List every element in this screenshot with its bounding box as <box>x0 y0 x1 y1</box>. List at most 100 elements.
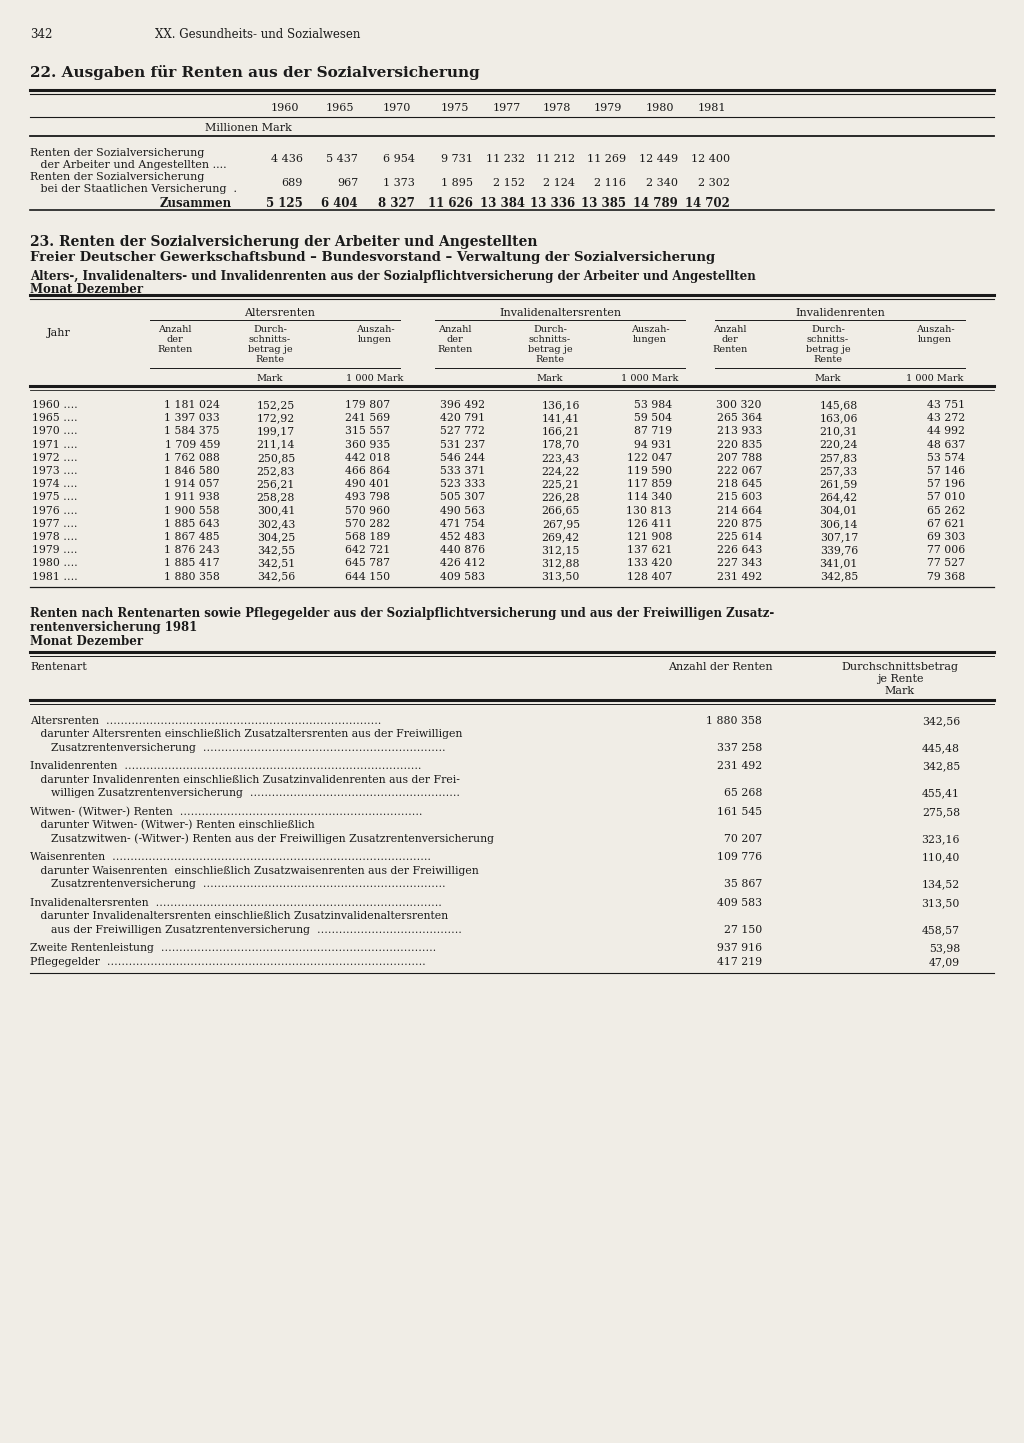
Text: 53,98: 53,98 <box>929 944 961 954</box>
Text: 302,43: 302,43 <box>257 519 295 528</box>
Text: Witwen- (Witwer-) Renten  ………………………………………………………….: Witwen- (Witwer-) Renten ………………………………………… <box>30 807 422 817</box>
Text: 152,25: 152,25 <box>257 400 295 410</box>
Text: 11 232: 11 232 <box>485 154 525 165</box>
Text: Altersrenten  ………………………………………………………………….: Altersrenten …………………………………………………………………. <box>30 716 381 726</box>
Text: Durch-: Durch- <box>534 325 567 333</box>
Text: 1 000 Mark: 1 000 Mark <box>906 374 964 382</box>
Text: 1978: 1978 <box>543 102 571 113</box>
Text: 5 437: 5 437 <box>326 154 358 165</box>
Text: Pflegegelder  …………………………………………………………………………….: Pflegegelder ………………………………………………………………………… <box>30 957 426 967</box>
Text: 1979: 1979 <box>594 102 623 113</box>
Text: 231 492: 231 492 <box>717 571 762 582</box>
Text: 307,17: 307,17 <box>820 532 858 543</box>
Text: 4 436: 4 436 <box>271 154 303 165</box>
Text: 109 776: 109 776 <box>717 853 762 863</box>
Text: 220 835: 220 835 <box>717 440 762 450</box>
Text: 546 244: 546 244 <box>440 453 485 463</box>
Text: 27 150: 27 150 <box>724 925 762 935</box>
Text: 264,42: 264,42 <box>820 492 858 502</box>
Text: 1 584 375: 1 584 375 <box>165 426 220 436</box>
Text: 199,17: 199,17 <box>257 426 295 436</box>
Text: 35 867: 35 867 <box>724 879 762 889</box>
Text: Anzahl: Anzahl <box>714 325 746 333</box>
Text: Mark: Mark <box>885 685 915 696</box>
Text: 9 731: 9 731 <box>441 154 473 165</box>
Text: 342,56: 342,56 <box>257 571 295 582</box>
Text: Rente: Rente <box>813 355 843 364</box>
Text: 214 664: 214 664 <box>717 505 762 515</box>
Text: 226 643: 226 643 <box>717 545 762 556</box>
Text: 57 010: 57 010 <box>927 492 965 502</box>
Text: 312,88: 312,88 <box>542 558 580 569</box>
Text: 1 885 417: 1 885 417 <box>165 558 220 569</box>
Text: je Rente: je Rente <box>877 674 924 684</box>
Text: Auszah-: Auszah- <box>915 325 954 333</box>
Text: 53 574: 53 574 <box>927 453 965 463</box>
Text: Renten der Sozialversicherung: Renten der Sozialversicherung <box>30 172 205 182</box>
Text: 339,76: 339,76 <box>820 545 858 556</box>
Text: 70 207: 70 207 <box>724 834 762 844</box>
Text: 134,52: 134,52 <box>922 879 961 889</box>
Text: 1 914 057: 1 914 057 <box>165 479 220 489</box>
Text: 117 859: 117 859 <box>627 479 672 489</box>
Text: 1970: 1970 <box>383 102 412 113</box>
Text: 1972 ….: 1972 …. <box>32 453 78 463</box>
Text: 300,41: 300,41 <box>257 505 295 515</box>
Text: 2 152: 2 152 <box>493 177 525 188</box>
Text: XX. Gesundheits- und Sozialwesen: XX. Gesundheits- und Sozialwesen <box>155 27 360 40</box>
Text: Jahr: Jahr <box>47 328 71 338</box>
Text: 252,83: 252,83 <box>257 466 295 476</box>
Text: 1976 ….: 1976 …. <box>32 505 78 515</box>
Text: 466 864: 466 864 <box>345 466 390 476</box>
Text: 360 935: 360 935 <box>345 440 390 450</box>
Text: Renten nach Rentenarten sowie Pflegegelder aus der Sozialpflichtversicherung und: Renten nach Rentenarten sowie Pflegegeld… <box>30 608 774 620</box>
Text: 315 557: 315 557 <box>345 426 390 436</box>
Text: Monat Dezember: Monat Dezember <box>30 283 143 296</box>
Text: 689: 689 <box>282 177 303 188</box>
Text: 1981: 1981 <box>697 102 726 113</box>
Text: 215 603: 215 603 <box>717 492 762 502</box>
Text: 493 798: 493 798 <box>345 492 390 502</box>
Text: 1977 ….: 1977 …. <box>32 519 78 528</box>
Text: 14 702: 14 702 <box>685 198 730 211</box>
Text: 1 397 033: 1 397 033 <box>164 413 220 423</box>
Text: 207 788: 207 788 <box>717 453 762 463</box>
Text: Durch-: Durch- <box>253 325 287 333</box>
Text: 445,48: 445,48 <box>922 743 961 753</box>
Text: rentenversicherung 1981: rentenversicherung 1981 <box>30 620 198 633</box>
Text: willigen Zusatzrentenversicherung  ………………………………………………….: willigen Zusatzrentenversicherung ………………… <box>30 788 460 798</box>
Text: 458,57: 458,57 <box>922 925 961 935</box>
Text: 452 483: 452 483 <box>440 532 485 543</box>
Text: 77 006: 77 006 <box>927 545 965 556</box>
Text: 1965 ….: 1965 …. <box>32 413 78 423</box>
Text: 22. Ausgaben für Renten aus der Sozialversicherung: 22. Ausgaben für Renten aus der Sozialve… <box>30 65 480 79</box>
Text: 342,56: 342,56 <box>922 716 961 726</box>
Text: 12 449: 12 449 <box>639 154 678 165</box>
Text: 570 960: 570 960 <box>345 505 390 515</box>
Text: 6 404: 6 404 <box>322 198 358 211</box>
Text: 1 181 024: 1 181 024 <box>164 400 220 410</box>
Text: Renten: Renten <box>437 345 473 354</box>
Text: betrag je: betrag je <box>527 345 572 354</box>
Text: 47,09: 47,09 <box>929 957 961 967</box>
Text: 172,92: 172,92 <box>257 413 295 423</box>
Text: 1 709 459: 1 709 459 <box>165 440 220 450</box>
Text: Monat Dezember: Monat Dezember <box>30 635 143 648</box>
Text: 342,51: 342,51 <box>257 558 295 569</box>
Text: 337 258: 337 258 <box>717 743 762 753</box>
Text: 1 880 358: 1 880 358 <box>164 571 220 582</box>
Text: 2 340: 2 340 <box>646 177 678 188</box>
Text: lungen: lungen <box>919 335 952 343</box>
Text: 1 000 Mark: 1 000 Mark <box>346 374 403 382</box>
Text: Waisenrenten  …………………………………………………………………………….: Waisenrenten ………………………………………………………………………… <box>30 853 431 863</box>
Text: 1 885 643: 1 885 643 <box>164 519 220 528</box>
Text: 1 900 558: 1 900 558 <box>165 505 220 515</box>
Text: 13 385: 13 385 <box>581 198 626 211</box>
Text: 442 018: 442 018 <box>345 453 390 463</box>
Text: 110,40: 110,40 <box>922 853 961 863</box>
Text: 269,42: 269,42 <box>542 532 580 543</box>
Text: 304,01: 304,01 <box>819 505 858 515</box>
Text: 1 911 938: 1 911 938 <box>164 492 220 502</box>
Text: lungen: lungen <box>633 335 667 343</box>
Text: 342,85: 342,85 <box>922 762 961 772</box>
